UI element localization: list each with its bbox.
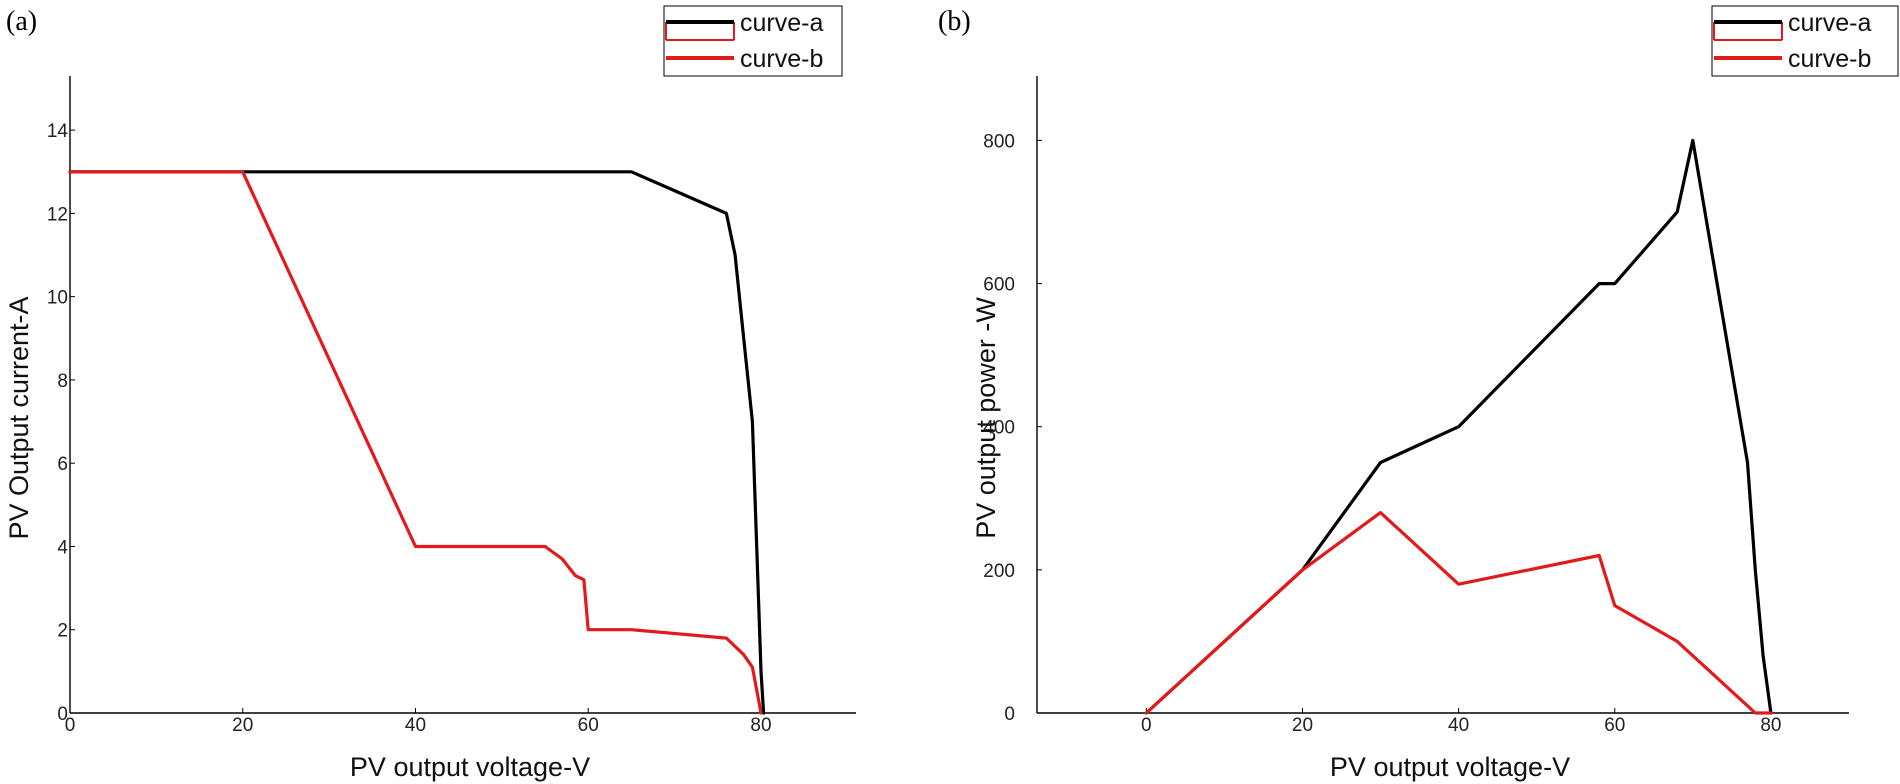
chart-a-x-tick-label: 40: [405, 715, 426, 736]
chart-b-y-axis-label: PV output power -W: [971, 297, 1001, 539]
chart-a-x-axis-label: PV output voltage-V: [350, 752, 590, 782]
chart-a-marks: 0 20 40 60 80 0 2 4 6 8 10 12 14: [47, 76, 856, 736]
chart-a-legend-label-b: curve-b: [740, 45, 823, 73]
chart-a: (a) 0 20 40 60 80 0 2 4 6 8 10 12 14 PV output volta…: [4, 5, 856, 782]
chart-a-y-axis-label: PV Output current-A: [4, 296, 34, 539]
chart-b-series-a-line: [1144, 138, 1773, 715]
chart-b-y-tick-label: 200: [983, 561, 1015, 582]
chart-b-series-b-line: [1144, 510, 1773, 715]
chart-b-x-tick-label: 20: [1292, 715, 1313, 736]
chart-b-x-tick-label: 60: [1604, 715, 1625, 736]
chart-a-legend-label-a: curve-a: [740, 9, 823, 37]
panel-a-label: (a): [6, 6, 37, 37]
chart-a-y-tick-label: 4: [57, 537, 68, 558]
chart-b-y-tick-label: 800: [983, 131, 1015, 152]
chart-b-y-tick-label: 400: [983, 418, 1015, 439]
chart-b-x-tick-label: 80: [1760, 715, 1781, 736]
chart-a-y-tick-label: 10: [47, 288, 68, 309]
chart-b-y-tick-label: 0: [1004, 704, 1015, 725]
chart-b-legend-label-b: curve-b: [1788, 45, 1871, 73]
chart-b-legend: curve-a curve-b: [1711, 5, 1899, 77]
chart-a-x-tick-label: 80: [750, 715, 771, 736]
chart-a-y-tick-label: 2: [57, 621, 68, 642]
chart-a-series-a-line: [68, 170, 766, 715]
chart-a-y-tick-label: 8: [57, 371, 68, 392]
chart-a-y-tick-label: 0: [57, 704, 68, 725]
chart-b-legend-label-a: curve-a: [1788, 9, 1871, 37]
chart-a-y-tick-label: 14: [47, 121, 69, 142]
chart-a-y-tick-label: 6: [57, 454, 68, 475]
chart-a-series-b-line: [68, 170, 763, 715]
chart-b-x-axis-label: PV output voltage-V: [1330, 752, 1570, 782]
chart-b-x-tick-label: 40: [1448, 715, 1469, 736]
chart-b-x-tick-label: 0: [1141, 715, 1152, 736]
chart-b-y-tick-label: 600: [983, 275, 1015, 296]
chart-a-x-tick-label: 0: [65, 715, 76, 736]
chart-a-legend: curve-a curve-b: [663, 5, 843, 77]
panel-b-label: (b): [938, 6, 971, 37]
chart-a-y-tick-label: 12: [47, 204, 68, 225]
chart-a-x-tick-label: 20: [232, 715, 253, 736]
chart-a-x-tick-label: 60: [578, 715, 599, 736]
